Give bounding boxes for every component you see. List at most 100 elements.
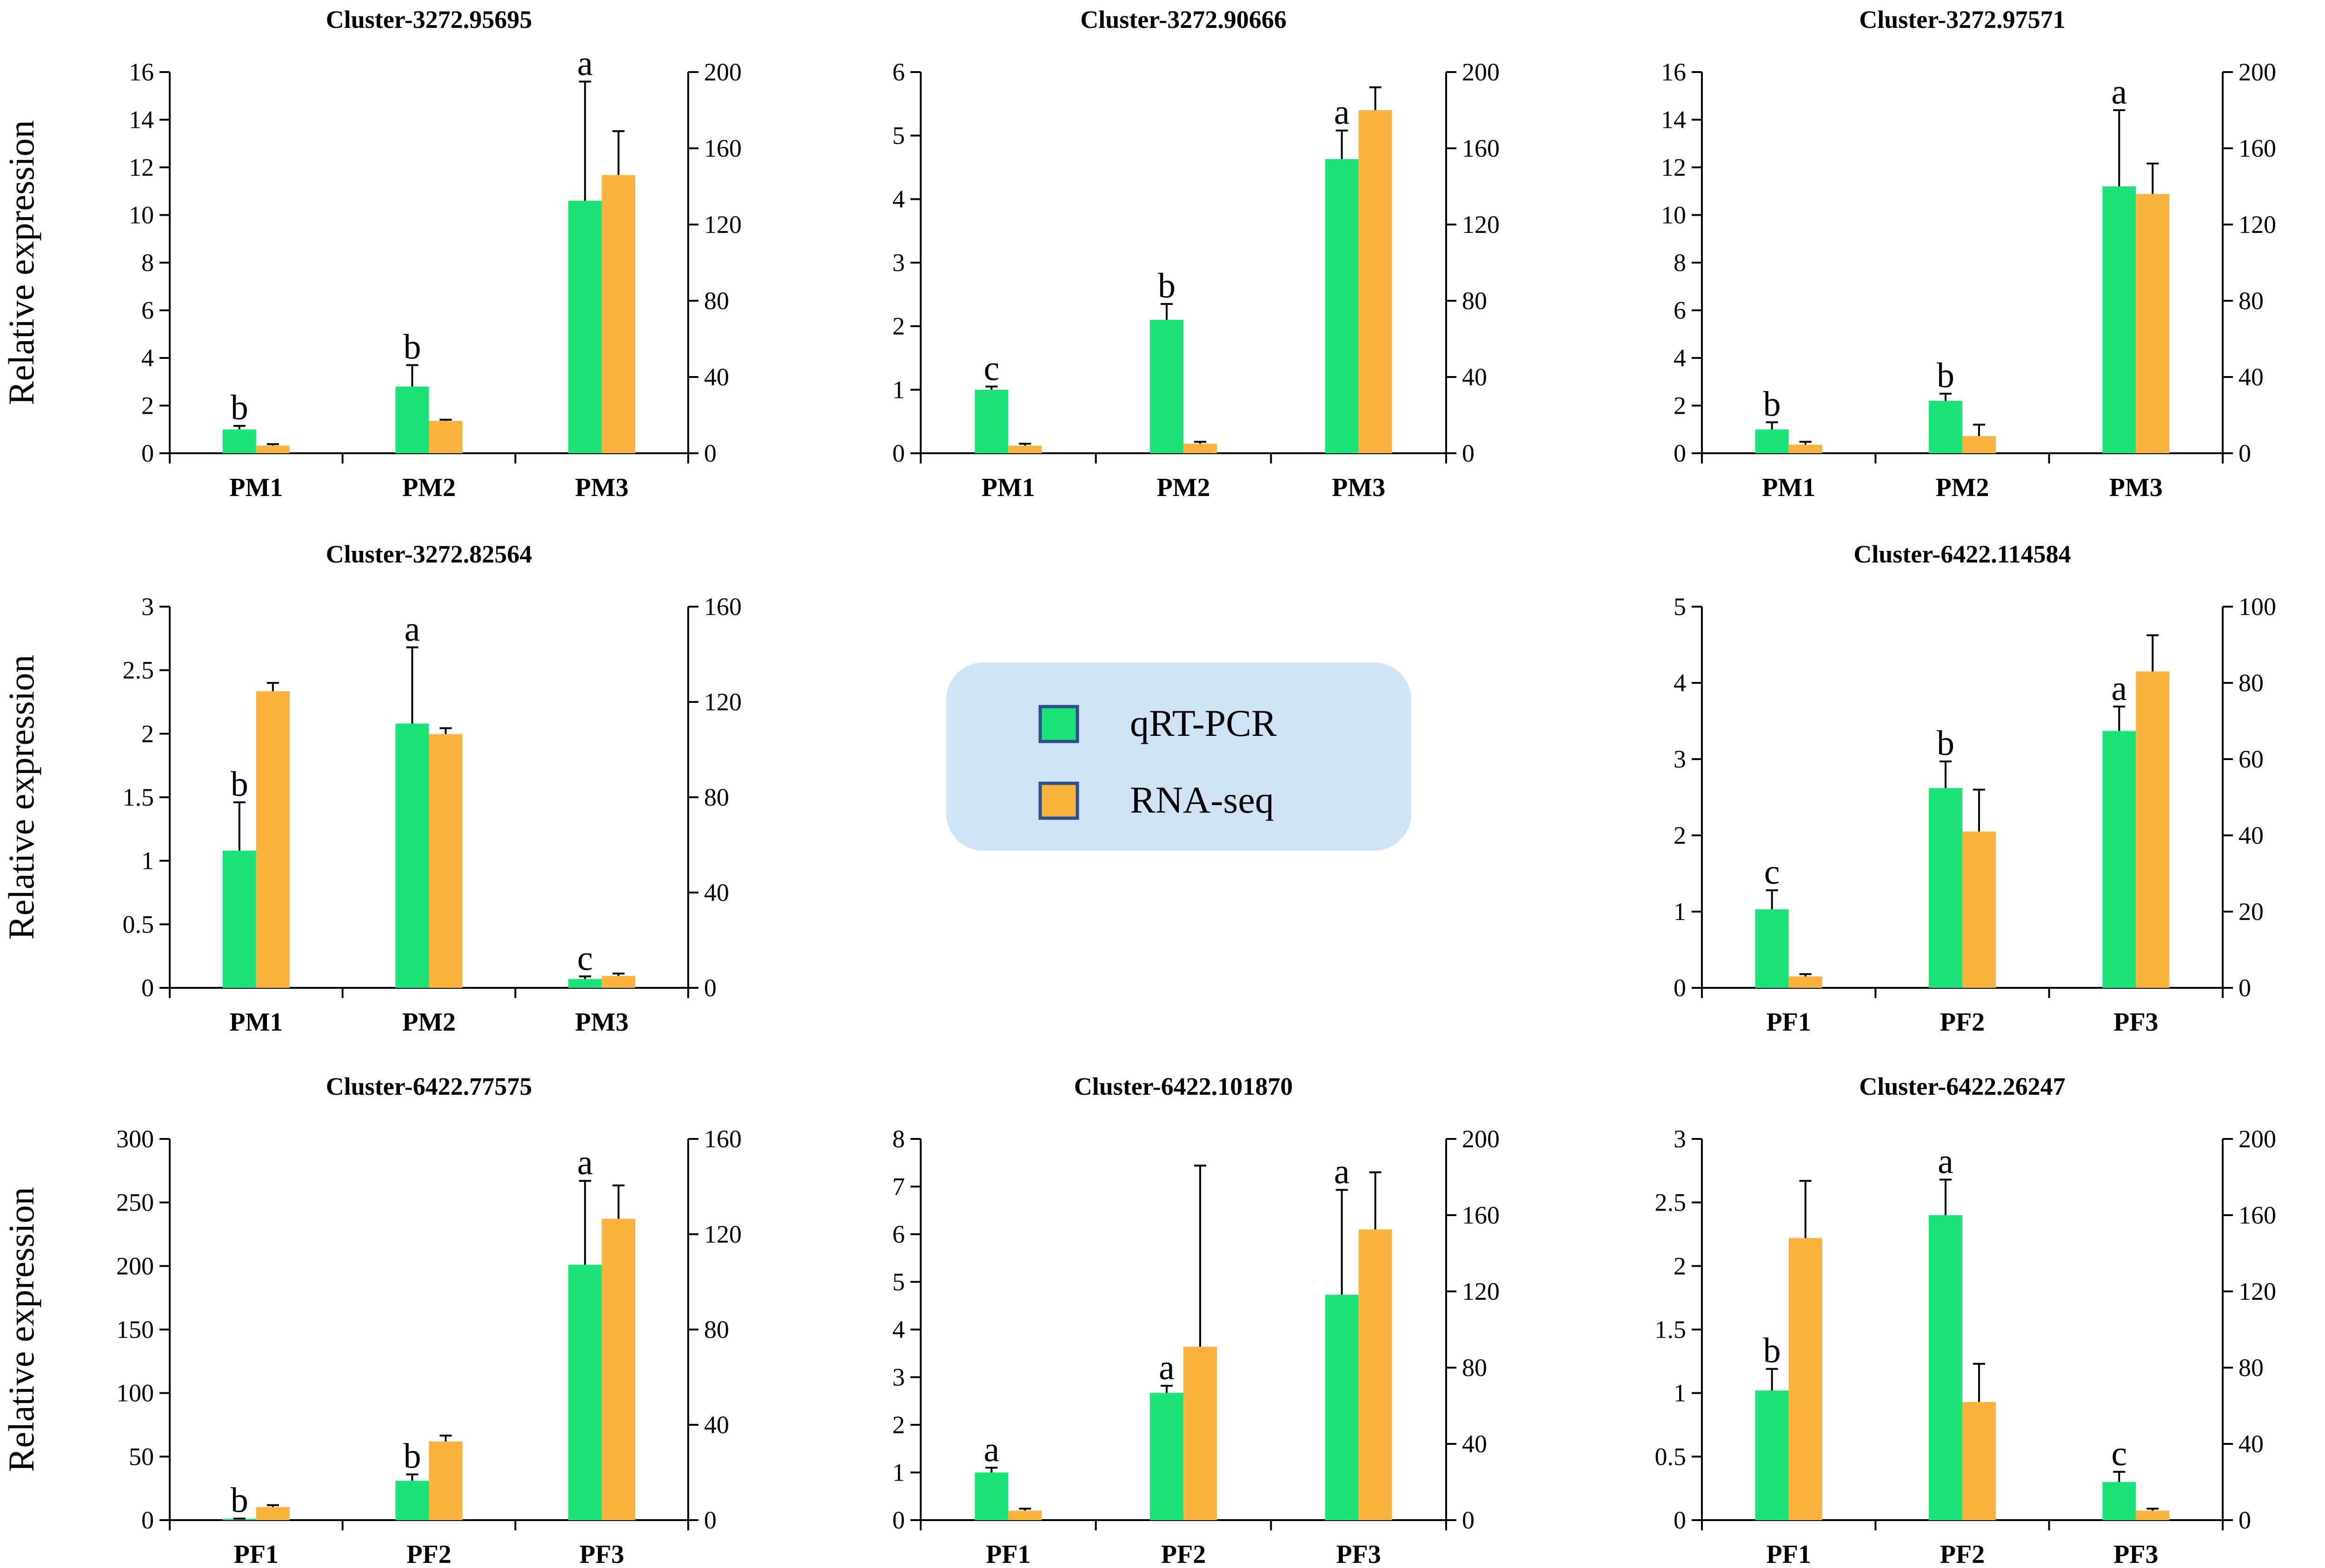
y-tick-label-left: 4 bbox=[141, 344, 154, 372]
x-category-label: PF3 bbox=[1336, 1540, 1381, 1568]
y-tick-label-left: 3 bbox=[892, 1363, 905, 1391]
significance-letter: a bbox=[1334, 1152, 1350, 1191]
y-tick-label-left: 0.5 bbox=[123, 910, 154, 938]
y-tick-label-right: 0 bbox=[2239, 1506, 2251, 1534]
y-tick-label-right: 40 bbox=[704, 879, 729, 906]
bar-qpcr bbox=[395, 386, 429, 453]
y-tick-label-right: 120 bbox=[704, 211, 742, 238]
significance-letter: a bbox=[405, 609, 420, 648]
y-tick-label-left: 0 bbox=[1674, 1506, 1686, 1534]
significance-letter: a bbox=[577, 44, 593, 83]
bar-rnaseq bbox=[602, 175, 636, 453]
y-tick-label-left: 1 bbox=[141, 847, 154, 875]
y-tick-label-right: 200 bbox=[1462, 58, 1500, 86]
significance-letter: c bbox=[983, 349, 999, 388]
bar-qpcr bbox=[975, 1472, 1009, 1520]
y-tick-label-left: 5 bbox=[1674, 593, 1686, 621]
y-tick-label-right: 80 bbox=[2239, 1354, 2264, 1382]
bar-rnaseq bbox=[1962, 436, 1996, 453]
y-tick-label-left: 2 bbox=[892, 1411, 905, 1439]
y-tick-label-left: 0 bbox=[141, 974, 154, 1002]
significance-letter: b bbox=[1158, 266, 1176, 305]
y-tick-label-left: 250 bbox=[116, 1189, 154, 1217]
y-tick-label-left: 16 bbox=[129, 58, 154, 86]
bar-qpcr bbox=[395, 1481, 429, 1520]
chart-title: Cluster-3272.95695 bbox=[326, 6, 532, 33]
y-tick-label-right: 160 bbox=[2239, 1201, 2276, 1229]
y-tick-label-left: 1 bbox=[1674, 1379, 1686, 1407]
x-category-label: PM1 bbox=[229, 1008, 283, 1037]
y-tick-label-left: 2 bbox=[1674, 1252, 1686, 1280]
y-tick-label-right: 60 bbox=[2239, 745, 2264, 773]
bar-qpcr bbox=[222, 429, 256, 453]
bar-qpcr bbox=[568, 1264, 602, 1520]
y-axis-title-left: Relative expression bbox=[1, 120, 41, 405]
bar-qpcr bbox=[1325, 1295, 1359, 1520]
y-tick-label-left: 5 bbox=[892, 122, 905, 150]
significance-letter: b bbox=[1763, 1331, 1781, 1370]
y-tick-label-left: 100 bbox=[116, 1379, 154, 1407]
legend-label-qpcr: qRT-PCR bbox=[1130, 702, 1277, 744]
y-tick-label-left: 300 bbox=[116, 1125, 154, 1153]
significance-letter: a bbox=[577, 1143, 593, 1182]
bar-qpcr bbox=[568, 979, 602, 988]
y-tick-label-left: 2 bbox=[141, 392, 154, 420]
bar-rnaseq bbox=[1788, 444, 1822, 453]
y-tick-label-left: 16 bbox=[1661, 58, 1686, 86]
x-category-label: PF1 bbox=[1766, 1540, 1811, 1568]
y-tick-label-right: 160 bbox=[704, 1125, 742, 1153]
bar-rnaseq bbox=[256, 445, 290, 453]
y-tick-label-right: 120 bbox=[704, 688, 742, 716]
y-tick-label-right: 80 bbox=[704, 1316, 729, 1343]
y-tick-label-right: 160 bbox=[704, 134, 742, 162]
significance-letter: c bbox=[1764, 853, 1780, 892]
chart-panel-7: Cluster-6422.101870012345678040801201602… bbox=[892, 1072, 1500, 1568]
chart-panel-1: Cluster-3272.956950246810121416040801201… bbox=[1, 6, 742, 502]
bar-qpcr bbox=[2102, 731, 2136, 988]
y-tick-label-left: 4 bbox=[892, 1316, 905, 1343]
bar-qpcr bbox=[2102, 186, 2136, 453]
x-category-label: PM1 bbox=[1762, 473, 1815, 502]
y-tick-label-left: 10 bbox=[1661, 201, 1686, 229]
bar-rnaseq bbox=[256, 691, 290, 988]
significance-letter: c bbox=[2111, 1434, 2127, 1473]
y-tick-label-right: 0 bbox=[704, 1506, 717, 1534]
y-tick-label-left: 2 bbox=[892, 312, 905, 340]
x-category-label: PM3 bbox=[1332, 473, 1385, 502]
bar-qpcr bbox=[395, 723, 429, 988]
x-category-label: PM2 bbox=[402, 1008, 456, 1037]
significance-letter: b bbox=[231, 388, 248, 427]
x-category-label: PM3 bbox=[575, 473, 629, 502]
y-tick-label-left: 200 bbox=[116, 1252, 154, 1280]
y-tick-label-left: 1 bbox=[892, 376, 905, 404]
y-tick-label-left: 2 bbox=[1674, 392, 1686, 420]
x-category-label: PM2 bbox=[1935, 473, 1989, 502]
bar-rnaseq bbox=[1183, 443, 1217, 453]
y-tick-label-left: 2.5 bbox=[123, 656, 154, 684]
x-category-label: PM1 bbox=[982, 473, 1035, 502]
y-tick-label-right: 80 bbox=[2239, 669, 2264, 697]
y-tick-label-left: 14 bbox=[129, 106, 154, 134]
y-tick-label-left: 0 bbox=[1674, 439, 1686, 467]
significance-letter: a bbox=[1938, 1142, 1953, 1181]
bar-rnaseq bbox=[1008, 445, 1042, 453]
bar-rnaseq bbox=[1788, 976, 1822, 988]
x-category-label: PF1 bbox=[234, 1540, 279, 1568]
significance-letter: c bbox=[577, 939, 593, 978]
y-tick-label-left: 0 bbox=[141, 439, 154, 467]
y-tick-label-right: 0 bbox=[704, 974, 717, 1002]
significance-letter: b bbox=[1937, 724, 1954, 763]
y-tick-label-left: 14 bbox=[1661, 106, 1686, 134]
significance-letter: b bbox=[231, 765, 248, 804]
chart-panel-8: Cluster-6422.26247 0 0.5 1 1.5 2 2.5 3 0 40 80 120 1… bbox=[1655, 1072, 2277, 1568]
significance-letter: a bbox=[1159, 1348, 1175, 1387]
legend-label-rnaseq: RNA-seq bbox=[1130, 779, 1274, 821]
x-category-label: PF2 bbox=[1940, 1540, 1985, 1568]
bar-rnaseq bbox=[2136, 671, 2170, 988]
significance-letter: b bbox=[1937, 356, 1954, 395]
chart-panel-6: Cluster-6422.77575 0 50 100 150 200 250 300 0 40 8… bbox=[1, 1072, 742, 1568]
bar-rnaseq bbox=[1183, 1346, 1217, 1520]
y-tick-label-left: 3 bbox=[141, 593, 154, 621]
x-category-label: PF2 bbox=[406, 1540, 451, 1568]
x-category-label: PF3 bbox=[579, 1540, 624, 1568]
